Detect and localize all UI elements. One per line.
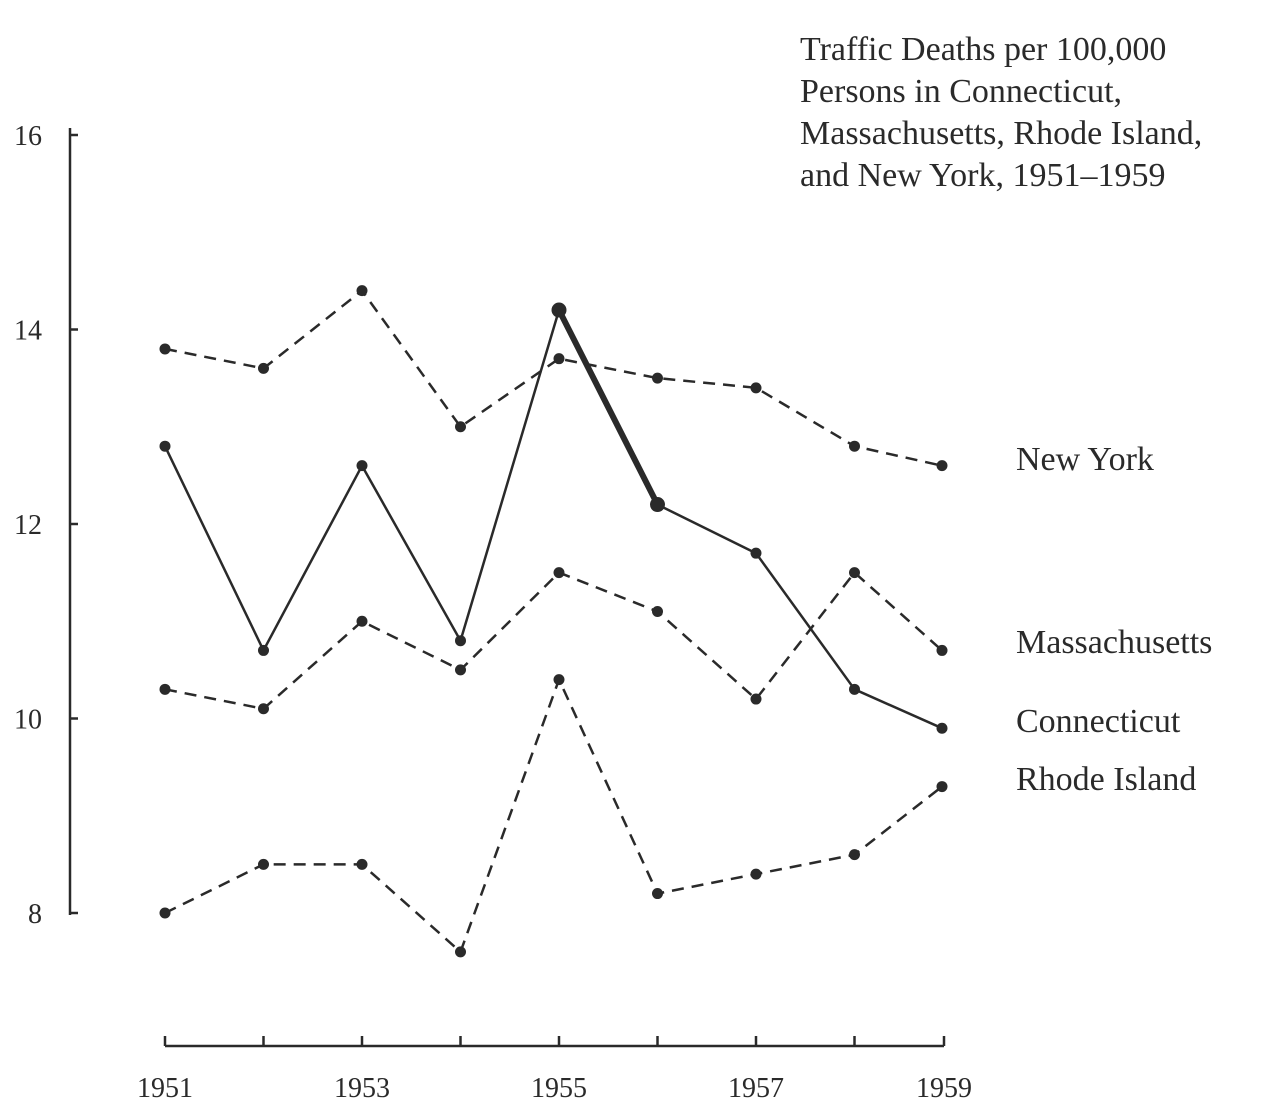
point-new-york-1955 bbox=[553, 353, 565, 365]
series-line-massachusetts bbox=[164, 571, 943, 711]
title-line-1: Traffic Deaths per 100,000 bbox=[800, 31, 1166, 68]
series-layer bbox=[159, 285, 948, 958]
series-rhode-island bbox=[159, 674, 948, 958]
point-rhode-island-1954 bbox=[455, 946, 466, 958]
point-connecticut-1952 bbox=[258, 644, 269, 656]
y-tick-label-12: 12 bbox=[14, 510, 42, 541]
point-rhode-island-1957 bbox=[750, 868, 762, 880]
y-axis: 8 10 12 14 16 bbox=[14, 121, 78, 930]
x-axis: 1951 1953 1955 1957 1959 bbox=[137, 1036, 972, 1104]
point-connecticut-1955 bbox=[551, 302, 567, 318]
series-connecticut bbox=[159, 302, 948, 734]
point-rhode-island-1952 bbox=[258, 858, 269, 870]
series-massachusetts bbox=[159, 567, 948, 715]
x-tick-label-1957: 1957 bbox=[728, 1073, 784, 1104]
point-connecticut-1958 bbox=[849, 683, 860, 695]
point-connecticut-1959 bbox=[936, 722, 948, 734]
point-massachusetts-1951 bbox=[159, 683, 171, 695]
y-tick-label-14: 14 bbox=[14, 316, 42, 347]
point-new-york-1958 bbox=[849, 440, 860, 452]
point-massachusetts-1958 bbox=[849, 567, 860, 579]
series-label-massachusetts: Massachusetts bbox=[1016, 624, 1212, 661]
point-massachusetts-1953 bbox=[356, 615, 368, 627]
point-connecticut-1953 bbox=[356, 460, 368, 472]
point-massachusetts-1959 bbox=[936, 644, 948, 656]
point-rhode-island-1955 bbox=[553, 674, 565, 686]
point-new-york-1952 bbox=[258, 362, 269, 374]
point-connecticut-1954 bbox=[455, 635, 466, 647]
point-rhode-island-1956 bbox=[652, 888, 663, 900]
point-connecticut-1956 bbox=[650, 497, 665, 513]
title-line-3: Massachusetts, Rhode Island, bbox=[800, 115, 1202, 152]
point-new-york-1953 bbox=[356, 285, 368, 297]
point-new-york-1954 bbox=[455, 421, 466, 433]
series-label-rhode-island: Rhode Island bbox=[1016, 761, 1196, 798]
point-new-york-1951 bbox=[159, 343, 171, 355]
point-new-york-1959 bbox=[936, 460, 948, 472]
point-rhode-island-1953 bbox=[356, 858, 368, 870]
title-line-2: Persons in Connecticut, bbox=[800, 73, 1122, 110]
point-massachusetts-1957 bbox=[750, 693, 762, 705]
y-tick-label-10: 10 bbox=[14, 705, 42, 736]
point-massachusetts-1956 bbox=[652, 606, 663, 618]
series-line-connecticut bbox=[163, 308, 943, 730]
title-line-4: and New York, 1951–1959 bbox=[800, 157, 1166, 194]
point-rhode-island-1951 bbox=[159, 907, 171, 919]
series-line-rhode-island bbox=[164, 678, 943, 954]
point-new-york-1957 bbox=[750, 382, 762, 394]
chart-title: Traffic Deaths per 100,000 Persons in Co… bbox=[800, 31, 1202, 194]
x-tick-label-1955: 1955 bbox=[531, 1073, 587, 1104]
series-line-new-york bbox=[164, 289, 943, 467]
point-massachusetts-1952 bbox=[258, 703, 269, 715]
x-tick-label-1959: 1959 bbox=[916, 1073, 972, 1104]
y-tick-label-8: 8 bbox=[28, 899, 42, 930]
point-new-york-1956 bbox=[652, 372, 663, 384]
point-connecticut-1957 bbox=[750, 547, 762, 559]
point-massachusetts-1954 bbox=[455, 664, 466, 676]
point-rhode-island-1959 bbox=[936, 781, 948, 793]
x-tick-label-1953: 1953 bbox=[334, 1073, 390, 1104]
point-connecticut-1951 bbox=[159, 440, 171, 452]
point-rhode-island-1958 bbox=[849, 849, 860, 861]
x-tick-label-1951: 1951 bbox=[137, 1073, 193, 1104]
highlight-segment-connecticut bbox=[556, 307, 661, 508]
series-label-connecticut: Connecticut bbox=[1016, 703, 1181, 740]
series-labels: New York Massachusetts Connecticut Rhode Is… bbox=[1016, 441, 1212, 798]
series-new-york bbox=[159, 285, 948, 472]
y-tick-label-16: 16 bbox=[14, 121, 42, 152]
point-massachusetts-1955 bbox=[553, 567, 565, 579]
series-label-new-york: New York bbox=[1016, 441, 1154, 478]
